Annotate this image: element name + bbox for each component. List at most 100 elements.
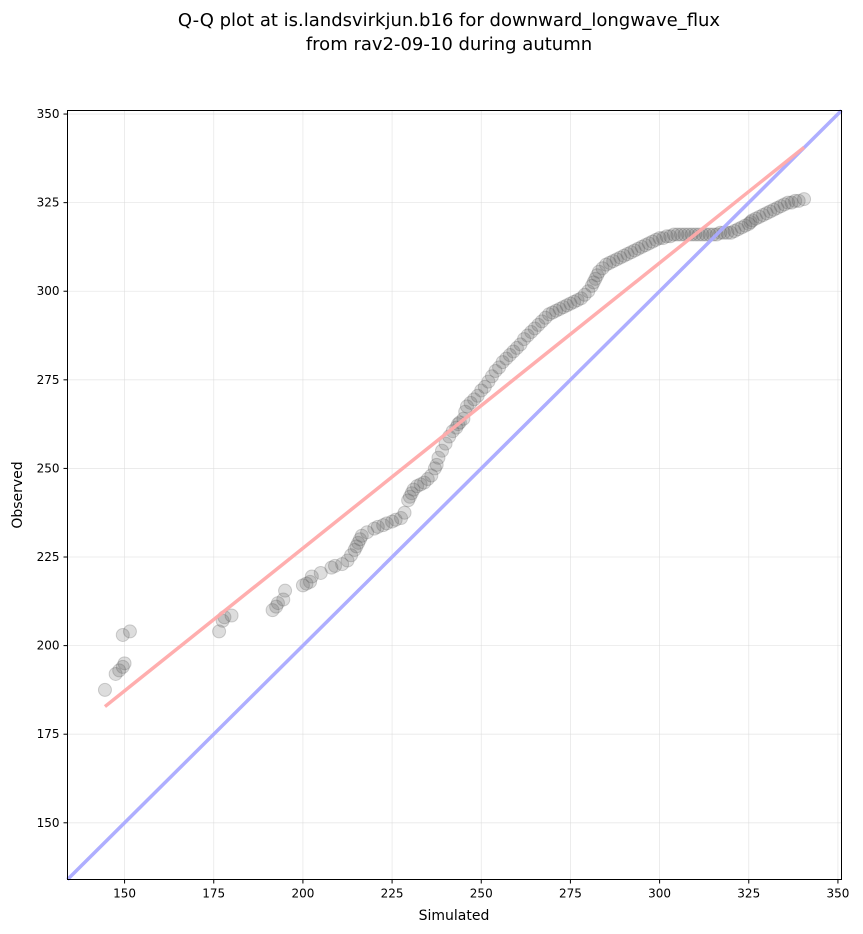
quantile-point	[595, 261, 610, 276]
y-tick-label: 200	[37, 639, 60, 653]
quantile-point	[427, 461, 442, 476]
plot-area-frame	[67, 110, 842, 880]
quantile-point	[477, 379, 492, 394]
quantile-point	[467, 392, 482, 407]
quantile-point	[352, 532, 367, 547]
quantile-point	[438, 436, 453, 451]
quantile-point	[663, 229, 678, 244]
quantile-point	[788, 193, 803, 208]
quantile-point	[495, 355, 510, 370]
quantile-point	[517, 332, 532, 347]
quantile-point	[459, 399, 474, 414]
x-axis-ticks: 150 175 200 225 250 275 300 325 350	[113, 879, 849, 901]
quantile-point	[766, 202, 781, 217]
quantile-point	[756, 208, 771, 223]
quantile-point	[276, 592, 291, 607]
quantile-point	[777, 197, 792, 212]
quantile-point	[570, 293, 585, 308]
quantile-point	[591, 264, 606, 279]
quantile-point	[743, 215, 758, 230]
quantile-point	[278, 583, 293, 598]
quantile-point	[304, 569, 319, 584]
x-tick-label: 350	[826, 887, 849, 901]
x-tick-label: 250	[470, 887, 493, 901]
quantile-point	[624, 245, 639, 260]
quantile-point	[429, 457, 444, 472]
quantile-point	[303, 574, 318, 589]
quantile-point	[393, 511, 408, 526]
quantile-point	[420, 472, 435, 487]
x-tick-label: 175	[202, 887, 225, 901]
quantile-point	[212, 624, 227, 639]
quantile-point	[117, 656, 132, 671]
quantile-point	[484, 369, 499, 384]
quantile-point	[324, 560, 339, 575]
quantile-point	[649, 232, 664, 247]
quantile-point	[404, 486, 419, 501]
quantile-point	[299, 576, 314, 591]
quantile-point	[410, 479, 425, 494]
y-tick-label: 300	[37, 284, 60, 298]
quantile-point	[115, 659, 130, 674]
quantile-point	[797, 192, 812, 207]
quantile-point	[638, 238, 653, 253]
y-tick-label: 325	[37, 196, 60, 210]
quantile-point	[97, 682, 112, 697]
y-tick-label: 350	[37, 107, 60, 121]
quantile-point	[401, 493, 416, 508]
quantile-point	[417, 475, 432, 490]
quantile-point	[752, 209, 767, 224]
x-tick-label: 325	[737, 887, 760, 901]
quantile-point	[673, 227, 688, 242]
quantile-point	[599, 257, 614, 272]
quantile-point	[463, 395, 478, 410]
quantile-point	[351, 535, 366, 550]
quantile-point	[552, 301, 567, 316]
quantile-point	[534, 314, 549, 329]
quantile-point	[620, 247, 635, 262]
quantile-point	[506, 344, 521, 359]
quantile-point	[424, 468, 439, 483]
quantile-point	[634, 239, 649, 254]
quantile-point	[727, 223, 742, 238]
quantile-point	[385, 514, 400, 529]
quantile-point	[584, 278, 599, 293]
y-tick-label: 225	[37, 550, 60, 564]
quantile-point	[763, 204, 778, 219]
fit-line	[103, 145, 806, 708]
quantile-point	[549, 303, 564, 318]
reference-lines	[66, 109, 843, 881]
quantile-point	[513, 337, 528, 352]
quantile-point	[402, 489, 417, 504]
quantile-point	[115, 627, 130, 642]
quantile-point	[780, 195, 795, 210]
chart-title-line-1: Q-Q plot at is.landsvirkjun.b16 for down…	[178, 10, 721, 31]
y-axis-ticks: 150 175 200 225 250 275 300 325 350	[37, 107, 68, 830]
quantile-point	[616, 248, 631, 263]
y-axis-label: Observed	[10, 461, 26, 528]
chart-title-line-2: from rav2-09-10 during autumn	[306, 34, 592, 55]
quantile-point	[641, 236, 656, 251]
quantile-point	[602, 255, 617, 270]
quantile-point	[563, 296, 578, 311]
quantile-point	[574, 291, 589, 306]
quantile-point	[108, 666, 123, 681]
quantile-point	[406, 482, 421, 497]
quantile-point	[656, 231, 671, 246]
y-tick-label: 275	[37, 373, 60, 387]
quantile-point	[431, 450, 446, 465]
quantile-point	[499, 351, 514, 366]
quantile-point	[738, 218, 753, 233]
quantile-point	[659, 229, 674, 244]
quantile-point	[435, 443, 450, 458]
quantile-point	[376, 518, 391, 533]
quantile-point	[606, 254, 621, 269]
quantile-point	[731, 222, 746, 237]
quantile-point	[627, 243, 642, 258]
quantile-point	[397, 505, 412, 520]
quantile-point	[328, 558, 343, 573]
x-tick-label: 300	[648, 887, 671, 901]
quantile-point	[631, 241, 646, 256]
quantile-point	[367, 521, 382, 536]
